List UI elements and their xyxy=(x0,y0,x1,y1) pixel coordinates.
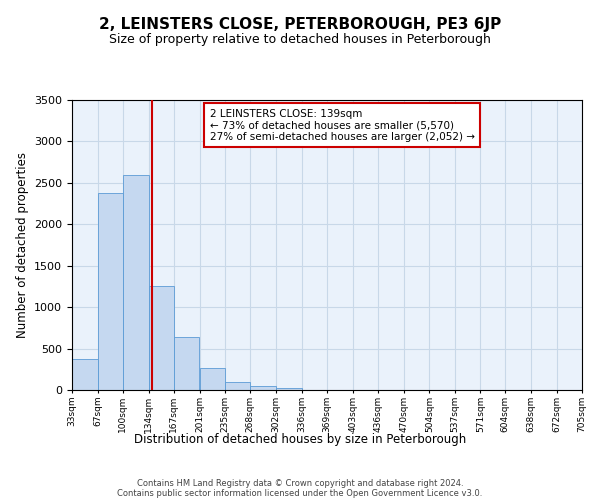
Bar xyxy=(173,337,199,390)
Y-axis label: Number of detached properties: Number of detached properties xyxy=(16,152,29,338)
Bar xyxy=(226,382,250,390)
Text: 2 LEINSTERS CLOSE: 139sqm
← 73% of detached houses are smaller (5,570)
27% of se: 2 LEINSTERS CLOSE: 139sqm ← 73% of detac… xyxy=(210,108,475,142)
Text: 2, LEINSTERS CLOSE, PETERBOROUGH, PE3 6JP: 2, LEINSTERS CLOSE, PETERBOROUGH, PE3 6J… xyxy=(99,18,501,32)
Bar xyxy=(149,286,173,390)
Bar xyxy=(98,193,123,390)
Bar xyxy=(123,174,149,390)
Text: Distribution of detached houses by size in Peterborough: Distribution of detached houses by size … xyxy=(134,432,466,446)
Text: Contains HM Land Registry data © Crown copyright and database right 2024.: Contains HM Land Registry data © Crown c… xyxy=(137,478,463,488)
Bar xyxy=(250,386,276,390)
Text: Contains public sector information licensed under the Open Government Licence v3: Contains public sector information licen… xyxy=(118,488,482,498)
Bar xyxy=(199,368,226,390)
Text: Size of property relative to detached houses in Peterborough: Size of property relative to detached ho… xyxy=(109,32,491,46)
Bar xyxy=(72,358,98,390)
Bar xyxy=(276,388,302,390)
